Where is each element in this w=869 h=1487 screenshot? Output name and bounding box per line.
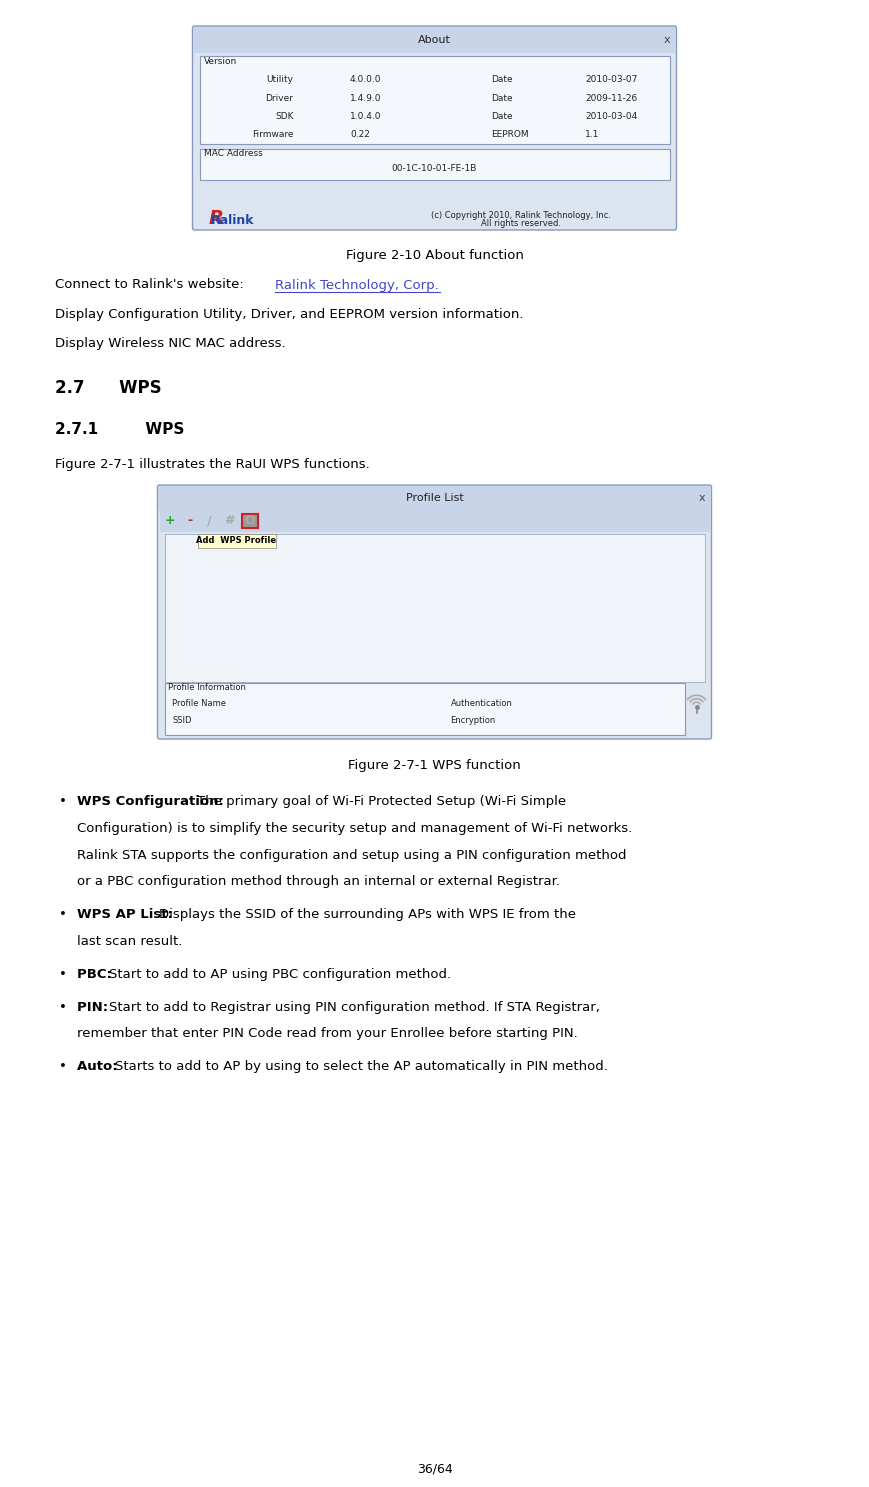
Text: -: -	[187, 515, 192, 528]
Text: Date: Date	[491, 76, 513, 85]
Text: About: About	[418, 36, 451, 45]
Text: Date: Date	[491, 112, 513, 120]
Text: x: x	[663, 36, 670, 45]
Text: Firmware: Firmware	[252, 131, 294, 140]
Text: SDK: SDK	[275, 112, 294, 120]
Text: 36/64: 36/64	[416, 1463, 453, 1475]
Text: remember that enter PIN Code read from your Enrollee before starting PIN.: remember that enter PIN Code read from y…	[77, 1028, 578, 1041]
Text: 0.22: 0.22	[350, 131, 370, 140]
Text: SSID: SSID	[173, 715, 192, 724]
Text: •: •	[59, 968, 67, 981]
Text: x: x	[698, 494, 705, 503]
Text: •: •	[59, 1060, 67, 1074]
Text: 00-1C-10-01-FE-1B: 00-1C-10-01-FE-1B	[392, 164, 477, 172]
Text: EEPROM: EEPROM	[491, 131, 528, 140]
Text: Ralink Technology, Corp.: Ralink Technology, Corp.	[275, 278, 439, 291]
Bar	[164, 534, 705, 683]
Text: O: O	[244, 515, 255, 528]
Text: Connect to Ralink's website:: Connect to Ralink's website:	[55, 278, 248, 291]
Text: #: #	[224, 515, 235, 528]
Text: 1.4.9.0: 1.4.9.0	[350, 94, 381, 103]
Text: Starts to add to AP by using to select the AP automatically in PIN method.: Starts to add to AP by using to select t…	[115, 1060, 607, 1074]
Text: All rights reserved.: All rights reserved.	[481, 219, 561, 228]
Text: Utility: Utility	[267, 76, 294, 85]
Text: last scan result.: last scan result.	[77, 935, 182, 949]
Text: Ralink STA supports the configuration and setup using a PIN configuration method: Ralink STA supports the configuration an…	[77, 849, 627, 861]
Text: 2010-03-04: 2010-03-04	[585, 112, 637, 120]
Text: +: +	[164, 515, 175, 528]
Text: •: •	[59, 1001, 67, 1014]
Text: MAC Address: MAC Address	[203, 150, 262, 159]
Text: WPS Configuration:: WPS Configuration:	[77, 796, 229, 807]
Text: PIN:: PIN:	[77, 1001, 113, 1014]
Text: Figure 2-10 About function: Figure 2-10 About function	[346, 248, 523, 262]
Bar	[200, 149, 669, 180]
FancyBboxPatch shape	[157, 485, 712, 739]
Text: Version: Version	[203, 57, 236, 65]
Text: Profile Name: Profile Name	[173, 699, 227, 708]
Bar	[160, 510, 709, 532]
Text: 2.7.1         WPS: 2.7.1 WPS	[55, 422, 184, 437]
Text: R: R	[209, 208, 224, 228]
Text: Auto:: Auto:	[77, 1060, 123, 1074]
Text: Displays the SSID of the surrounding APs with WPS IE from the: Displays the SSID of the surrounding APs…	[159, 909, 576, 922]
Text: 2010-03-07: 2010-03-07	[585, 76, 637, 85]
Text: (c) Copyright 2010, Ralink Technology, Inc.: (c) Copyright 2010, Ralink Technology, I…	[431, 211, 611, 220]
Text: Ralink: Ralink	[211, 214, 255, 226]
Bar	[200, 57, 669, 144]
Text: /: /	[207, 515, 212, 528]
FancyBboxPatch shape	[193, 25, 676, 230]
Text: Driver: Driver	[266, 94, 294, 103]
Text: The primary goal of Wi-Fi Protected Setup (Wi-Fi Simple: The primary goal of Wi-Fi Protected Setu…	[196, 796, 566, 807]
Bar	[242, 513, 257, 528]
Text: Start to add to Registrar using PIN configuration method. If STA Registrar,: Start to add to Registrar using PIN conf…	[109, 1001, 600, 1014]
Text: Profile Information: Profile Information	[169, 684, 247, 693]
Text: Start to add to AP using PBC configuration method.: Start to add to AP using PBC configurati…	[109, 968, 451, 981]
Text: •: •	[59, 909, 67, 922]
Text: Authentication: Authentication	[450, 699, 513, 708]
Text: Profile List: Profile List	[406, 494, 463, 503]
Text: •: •	[59, 796, 67, 807]
FancyBboxPatch shape	[158, 486, 711, 510]
Text: Add  WPS Profile: Add WPS Profile	[196, 537, 276, 546]
Text: Configuration) is to simplify the security setup and management of Wi-Fi network: Configuration) is to simplify the securi…	[77, 822, 633, 834]
Text: PBC:: PBC:	[77, 968, 116, 981]
Bar	[197, 534, 275, 549]
Text: Encryption: Encryption	[450, 715, 495, 724]
Text: 2009-11-26: 2009-11-26	[585, 94, 637, 103]
Text: 4.0.0.0: 4.0.0.0	[350, 76, 381, 85]
Text: Display Configuration Utility, Driver, and EEPROM version information.: Display Configuration Utility, Driver, a…	[55, 308, 523, 321]
FancyBboxPatch shape	[194, 27, 675, 54]
Text: or a PBC configuration method through an internal or external Registrar.: or a PBC configuration method through an…	[77, 876, 560, 888]
Text: 1.1: 1.1	[585, 131, 600, 140]
Text: Display Wireless NIC MAC address.: Display Wireless NIC MAC address.	[55, 338, 286, 351]
Bar	[164, 683, 685, 735]
Text: 1.0.4.0: 1.0.4.0	[350, 112, 381, 120]
Text: Figure 2-7-1 illustrates the RaUI WPS functions.: Figure 2-7-1 illustrates the RaUI WPS fu…	[55, 458, 369, 471]
Text: WPS AP List:: WPS AP List:	[77, 909, 177, 922]
Text: Figure 2-7-1 WPS function: Figure 2-7-1 WPS function	[348, 758, 521, 772]
Text: 2.7      WPS: 2.7 WPS	[55, 379, 162, 397]
Text: Date: Date	[491, 94, 513, 103]
